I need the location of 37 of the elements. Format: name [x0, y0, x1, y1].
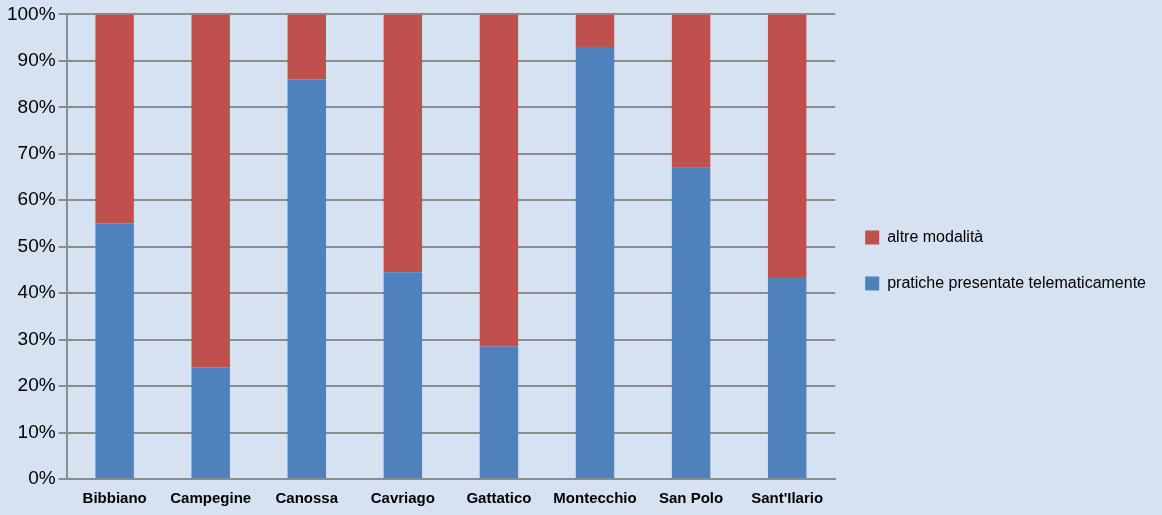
legend-label: pratiche presentate telematicamente	[887, 273, 1147, 291]
bar	[671, 14, 711, 168]
bar	[287, 79, 326, 478]
bar	[95, 223, 134, 478]
y-tick-label: 30%	[17, 327, 56, 349]
bar	[575, 46, 615, 478]
x-tick-label: Montecchio	[553, 489, 637, 507]
y-tick-label: 80%	[17, 95, 56, 117]
y-tick-label: 90%	[17, 49, 56, 71]
y-tick-label: 50%	[17, 234, 56, 256]
x-tick-label: Gattatico	[466, 489, 532, 507]
x-tick-label: Campegine	[170, 489, 252, 507]
bar	[479, 346, 519, 478]
x-tick-label: Sant'Ilario	[751, 489, 824, 507]
bar	[191, 14, 230, 368]
bar	[383, 272, 423, 478]
x-tick-label: San Polo	[658, 489, 724, 507]
bar	[479, 14, 519, 347]
bar	[575, 14, 615, 47]
bar	[95, 14, 134, 224]
y-tick-label: 0%	[28, 467, 56, 489]
bar	[287, 14, 326, 80]
y-tick-label: 70%	[17, 142, 56, 164]
bar	[383, 14, 423, 273]
bar	[767, 276, 807, 478]
bar	[191, 367, 230, 478]
y-tick-label: 100%	[6, 2, 56, 24]
y-tick-label: 40%	[17, 281, 56, 303]
legend-label: altre modalità	[887, 227, 984, 245]
y-tick-label: 10%	[17, 420, 56, 442]
x-tick-label: Cavriago	[370, 489, 435, 507]
bar	[671, 167, 711, 478]
y-tick-label: 60%	[17, 188, 56, 210]
bar	[767, 14, 807, 277]
x-tick-label: Canossa	[275, 489, 339, 507]
x-tick-label: Bibbiano	[82, 489, 147, 507]
y-tick-label: 20%	[17, 374, 56, 396]
